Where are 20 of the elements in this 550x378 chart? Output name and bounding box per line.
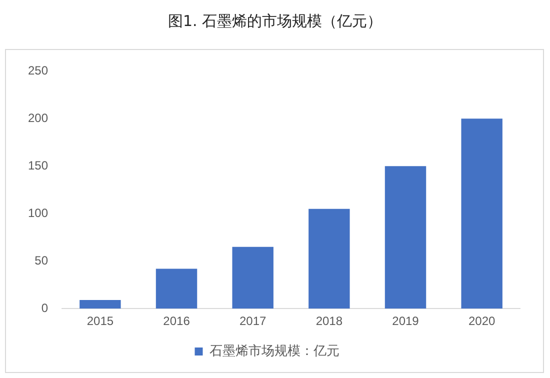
chart-title: 图1. 石墨烯的市场规模（亿元） <box>166 12 384 31</box>
bar <box>156 268 198 309</box>
y-tick-label: 150 <box>28 158 48 172</box>
x-tick-label: 2019 <box>392 314 420 328</box>
y-tick-label: 200 <box>28 110 48 125</box>
x-tick-label: 2018 <box>316 314 343 328</box>
y-tick-label: 250 <box>28 64 48 78</box>
bar <box>461 118 502 309</box>
x-tick-label: 2016 <box>163 314 190 328</box>
bar <box>232 246 274 309</box>
x-tick-label: 2017 <box>239 314 267 328</box>
y-tick-label: 0 <box>41 300 48 315</box>
bar <box>308 208 350 309</box>
legend-label: 石墨烯市场规模：亿元 <box>209 344 340 359</box>
y-tick-label: 100 <box>28 206 48 220</box>
y-tick-label: 50 <box>34 253 48 268</box>
x-tick-label: 2020 <box>468 314 496 328</box>
bar <box>384 166 426 309</box>
bar <box>80 300 121 309</box>
x-tick-label: 2015 <box>86 314 114 328</box>
